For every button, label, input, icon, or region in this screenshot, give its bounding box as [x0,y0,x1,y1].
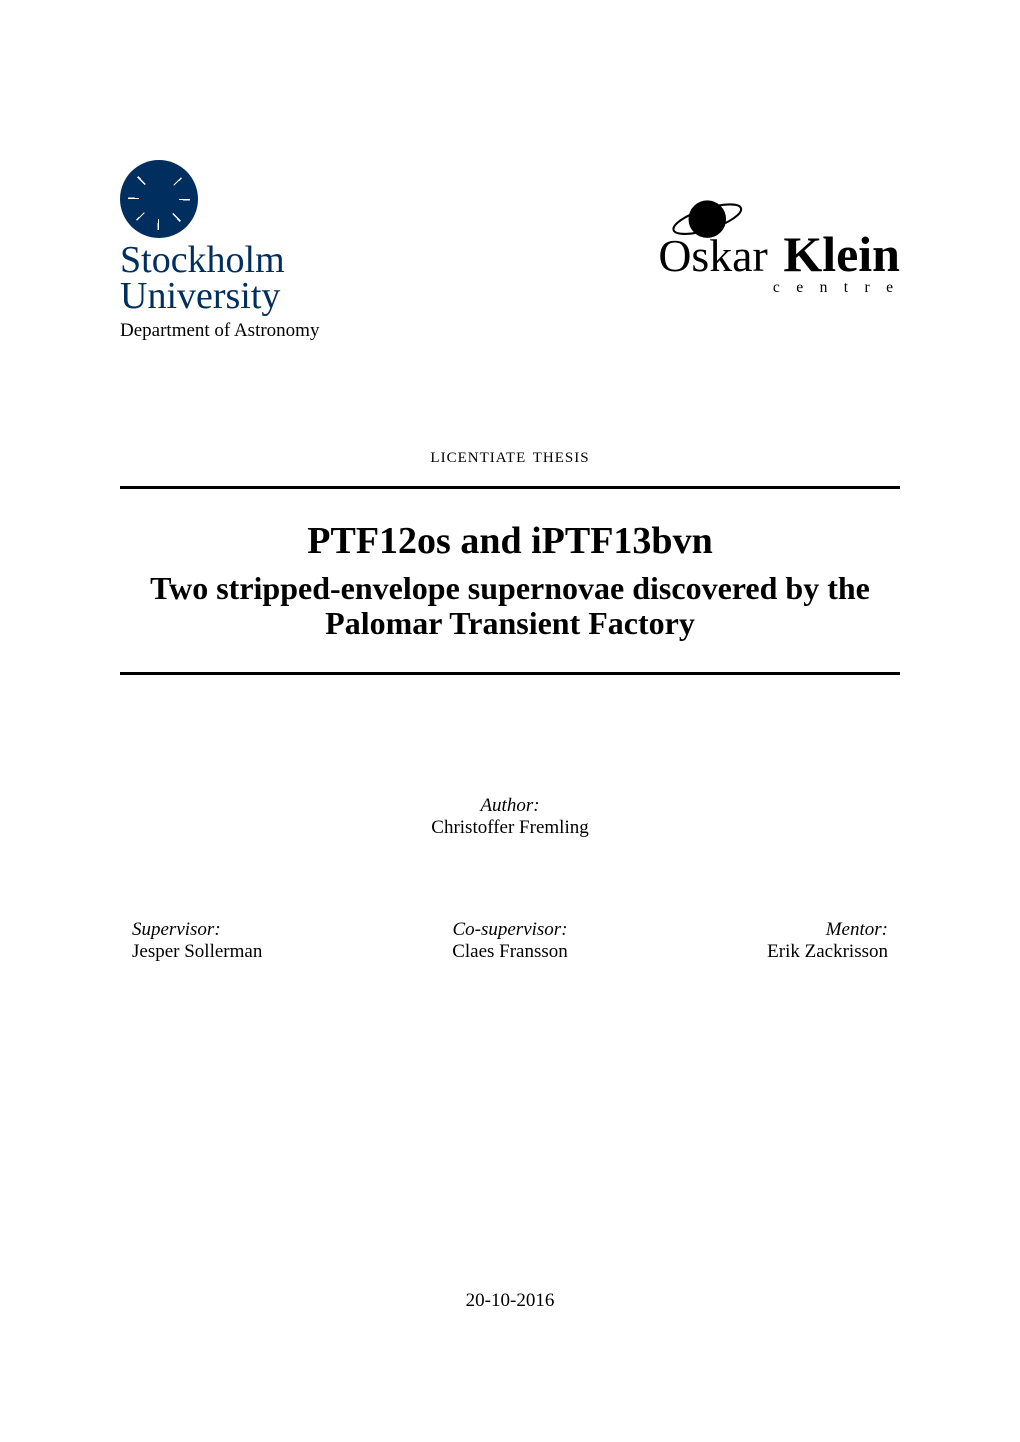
document-type: licentiate thesis [120,442,900,468]
oskar-klein-centre-logo-icon: Oskar Klein c e n t r e [650,190,900,310]
people-row: Supervisor: Jesper Sollerman Co-supervis… [120,919,900,963]
mentor-name: Erik Zackrisson [646,941,888,963]
stockholm-university-block: Stockholm University Department of Astro… [120,160,360,342]
mentor-label: Mentor: [646,919,888,941]
author-label: Author: [120,795,900,817]
logo-row: Stockholm University Department of Astro… [120,160,900,342]
mentor-block: Mentor: Erik Zackrisson [646,919,888,963]
stockholm-university-seal-icon [120,160,198,238]
top-rule [120,486,900,489]
svg-text:c e n t r e: c e n t r e [773,279,899,296]
co-supervisor-label: Co-supervisor: [389,919,631,941]
supervisor-label: Supervisor: [132,919,374,941]
co-supervisor-block: Co-supervisor: Claes Fransson [389,919,631,963]
department-name: Department of Astronomy [120,320,360,342]
author-name: Christoffer Fremling [120,817,900,839]
co-supervisor-name: Claes Fransson [389,941,631,963]
supervisor-name: Jesper Sollerman [132,941,374,963]
stockholm-university-logo: Stockholm University [120,160,360,314]
thesis-subtitle: Two stripped-envelope supernovae discove… [120,571,900,641]
author-block: Author: Christoffer Fremling [120,795,900,839]
svg-text:Oskar: Oskar [658,230,767,281]
supervisor-block: Supervisor: Jesper Sollerman [132,919,374,963]
thesis-title: PTF12os and iPTF13bvn [120,519,900,563]
su-wordmark-line1: Stockholm [120,242,360,278]
su-wordmark-line2: University [120,278,360,314]
bottom-rule [120,672,900,675]
date: 20-10-2016 [0,1290,1020,1312]
svg-text:Klein: Klein [783,226,900,282]
oskar-klein-centre-block: Oskar Klein c e n t r e [650,190,900,310]
